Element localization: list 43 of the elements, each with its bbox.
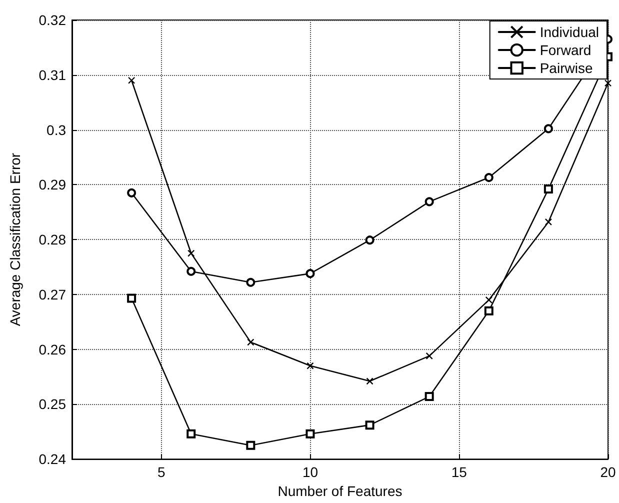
point xyxy=(246,278,256,287)
point xyxy=(424,392,434,402)
point xyxy=(544,218,552,226)
y-tick-label: 0.31 xyxy=(38,66,66,83)
y-tick-label: 0.24 xyxy=(38,451,66,468)
legend-label: Forward xyxy=(540,42,592,58)
point xyxy=(424,197,434,206)
point xyxy=(365,236,374,245)
y-tick-label: 0.3 xyxy=(46,122,66,138)
legend-label: Pairwise xyxy=(540,60,593,76)
point xyxy=(544,124,553,134)
point xyxy=(484,173,494,182)
point xyxy=(186,429,196,438)
point xyxy=(186,266,196,276)
point xyxy=(306,362,314,370)
point xyxy=(544,184,553,194)
y-tick-label: 0.29 xyxy=(38,176,66,193)
point xyxy=(247,338,254,346)
point xyxy=(604,80,612,87)
point xyxy=(484,306,494,316)
point xyxy=(485,296,492,304)
x-tick-label: 5 xyxy=(157,464,166,480)
x-tick-label: 15 xyxy=(451,464,468,480)
x-tick-label: 20 xyxy=(600,464,616,480)
point xyxy=(128,76,136,84)
point xyxy=(426,352,433,360)
y-tick-label: 0.26 xyxy=(38,341,66,358)
point xyxy=(127,188,136,198)
point xyxy=(246,440,256,450)
y-tick-label: 0.28 xyxy=(38,232,66,248)
x-axis-title: Number of Features xyxy=(278,483,402,499)
point xyxy=(188,250,195,257)
x-tick-label: 10 xyxy=(302,464,318,480)
legend-label: Individual xyxy=(540,24,600,40)
y-tick-label: 0.25 xyxy=(38,396,66,412)
y-tick-label: 0.27 xyxy=(38,286,66,302)
y-axis-title: Average Classification Error xyxy=(7,152,23,326)
point xyxy=(306,269,315,278)
point xyxy=(366,378,374,385)
point xyxy=(365,420,374,430)
point xyxy=(306,429,315,438)
y-tick-label: 0.32 xyxy=(38,12,66,28)
point xyxy=(127,294,136,303)
